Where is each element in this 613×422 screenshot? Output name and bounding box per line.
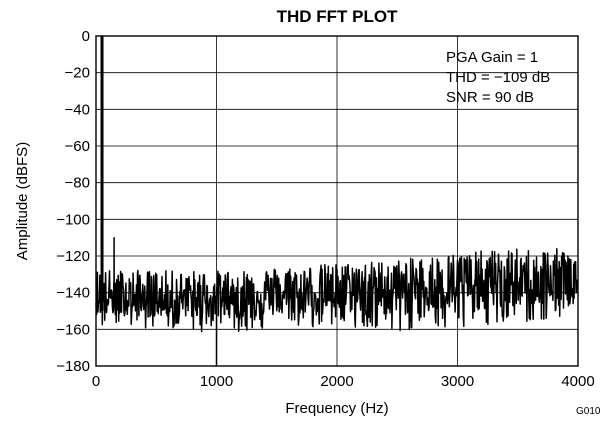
annotation-box: PGA Gain = 1 THD = −109 dB SNR = 90 dB bbox=[446, 49, 550, 106]
y-tick-label: −180 bbox=[56, 358, 90, 375]
y-tick-label: −160 bbox=[56, 321, 90, 338]
y-tick-label: −40 bbox=[65, 101, 90, 118]
chart-title: THD FFT PLOT bbox=[277, 7, 398, 26]
x-tick-label: 3000 bbox=[441, 373, 474, 390]
x-tick-label: 4000 bbox=[561, 373, 594, 390]
figure-code: G010 bbox=[576, 406, 601, 417]
data-layer bbox=[95, 35, 579, 367]
annotation-line: SNR = 90 dB bbox=[446, 89, 534, 106]
y-tick-label: 0 bbox=[82, 28, 90, 45]
x-tick-label: 0 bbox=[92, 373, 100, 390]
fft-spectrum-trace bbox=[95, 35, 579, 367]
annotation-line: THD = −109 dB bbox=[446, 69, 550, 86]
y-axis-ticks: 0 −20 −40 −60 −80 −100 −120 −140 −160 −180 bbox=[56, 28, 90, 375]
x-axis-ticks: 0 1000 2000 3000 4000 bbox=[92, 373, 595, 390]
x-axis-label: Frequency (Hz) bbox=[285, 400, 388, 417]
y-tick-label: −140 bbox=[56, 285, 90, 302]
y-tick-label: −60 bbox=[65, 138, 90, 155]
annotation-line: PGA Gain = 1 bbox=[446, 49, 538, 66]
plot-frame bbox=[95, 35, 579, 367]
y-axis-label: Amplitude (dBFS) bbox=[14, 142, 31, 260]
x-tick-label: 1000 bbox=[200, 373, 233, 390]
y-tick-label: −80 bbox=[65, 175, 90, 192]
y-tick-label: −20 bbox=[65, 65, 90, 82]
y-tick-label: −100 bbox=[56, 211, 90, 228]
y-tick-label: −120 bbox=[56, 248, 90, 265]
x-tick-label: 2000 bbox=[320, 373, 353, 390]
